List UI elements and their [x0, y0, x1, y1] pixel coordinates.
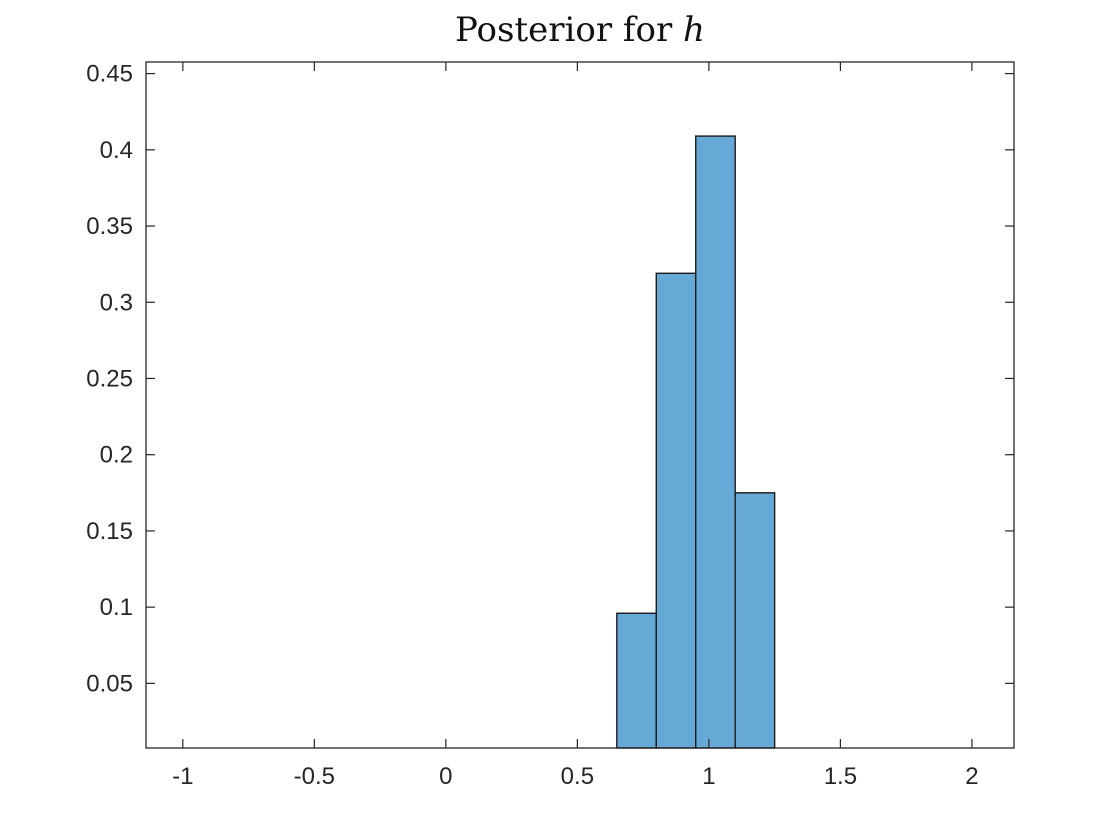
x-tick-label: 2: [965, 763, 978, 790]
y-tick-label: 0.2: [100, 442, 133, 469]
y-tick-label: 0.05: [86, 670, 133, 697]
ticks-layer: [146, 62, 1014, 748]
histogram-bar-3: [695, 135, 736, 749]
chart-title: Posterior for h: [146, 10, 1014, 50]
bars-layer: [616, 135, 776, 749]
histogram-bar-4: [734, 492, 776, 749]
y-tick-label: 0.15: [86, 518, 133, 545]
plot-area-frame: [145, 61, 1015, 749]
x-tick-label: 1.5: [824, 763, 857, 790]
chart-title-math: h: [683, 10, 705, 50]
y-tick-label: 0.45: [86, 61, 133, 88]
chart-title-text: Posterior for: [455, 10, 673, 50]
tick-labels-layer: -1 -0.5 0 0.5 1 1.5 2 0.05 0.1 0.15 0.2 0.25 0.3 0.35…: [86, 61, 978, 790]
histogram-bar-2: [655, 272, 697, 749]
x-tick-label: -0.5: [294, 763, 335, 790]
histogram-bar-1: [616, 612, 657, 749]
x-tick-label: 1: [702, 763, 715, 790]
x-tick-label: 0.5: [561, 763, 594, 790]
x-tick-label: -1: [172, 763, 193, 790]
y-tick-label: 0.25: [86, 365, 133, 392]
y-tick-label: 0.35: [86, 213, 133, 240]
y-tick-label: 0.1: [100, 594, 133, 621]
y-tick-label: 0.3: [100, 289, 133, 316]
x-tick-label: 0: [439, 763, 452, 790]
y-tick-label: 0.4: [100, 137, 133, 164]
